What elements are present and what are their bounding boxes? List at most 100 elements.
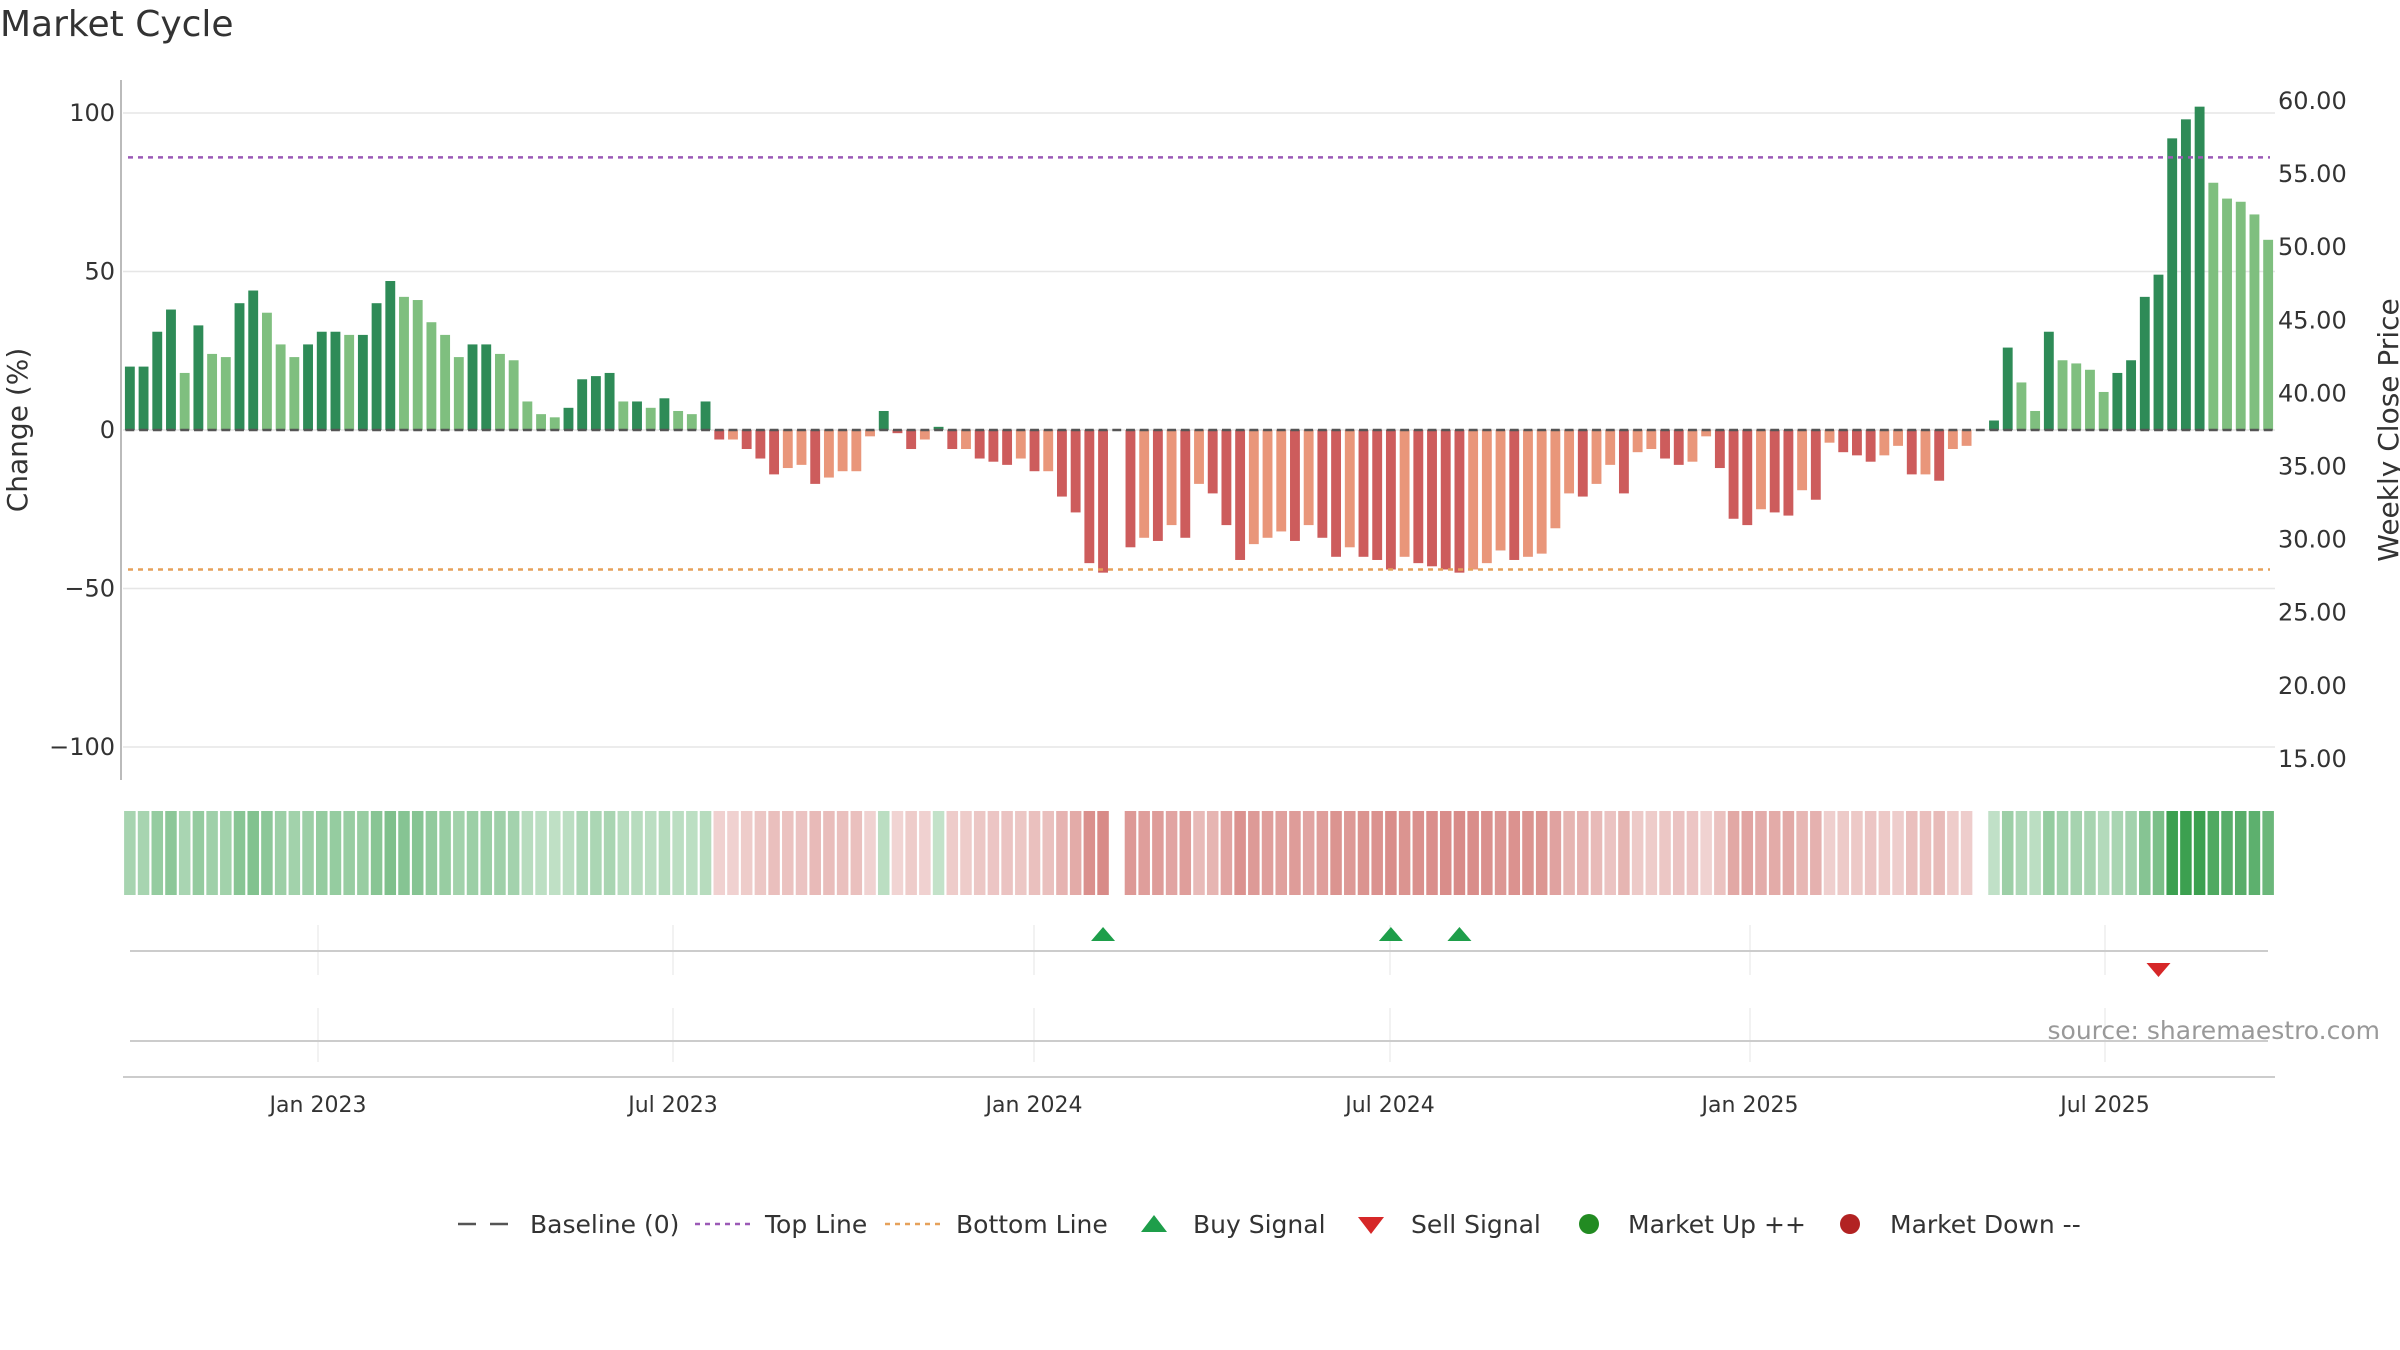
- heat-cell: [576, 811, 588, 895]
- heat-cell: [754, 811, 767, 895]
- legend-market-up-icon: [1579, 1214, 1599, 1234]
- heat-cell: [1220, 811, 1233, 895]
- heat-cell: [836, 811, 849, 895]
- heat-cell: [1344, 811, 1356, 895]
- heat-cell: [1892, 811, 1904, 895]
- change-bar: [659, 398, 670, 430]
- change-bar: [522, 401, 533, 430]
- change-bar: [1893, 430, 1903, 446]
- change-bar: [769, 430, 780, 475]
- change-bar: [947, 430, 958, 450]
- heat-cell: [603, 811, 616, 895]
- heat-cell: [384, 811, 397, 895]
- change-bar: [1646, 430, 1657, 450]
- change-bar: [837, 430, 848, 472]
- heat-cell: [2070, 811, 2083, 895]
- change-bar: [728, 430, 738, 440]
- change-bar: [1852, 430, 1862, 456]
- heat-cell: [343, 811, 355, 895]
- heat-cell: [1645, 811, 1658, 895]
- change-bar: [412, 300, 423, 430]
- heat-cell: [1727, 811, 1740, 895]
- heat-cell: [220, 811, 232, 895]
- heat-cell: [439, 811, 451, 895]
- heat-cell: [357, 811, 369, 895]
- heat-cell: [1837, 811, 1849, 895]
- change-bar: [1043, 430, 1054, 472]
- change-bar: [371, 303, 382, 430]
- heat-cell: [549, 811, 561, 895]
- x-tick-label: Jul 2023: [626, 1093, 718, 1118]
- change-bar: [1947, 430, 1958, 450]
- change-bar: [1577, 430, 1588, 497]
- heat-cell: [1618, 811, 1630, 895]
- heat-strip: [124, 811, 2274, 895]
- change-bar: [426, 322, 437, 430]
- change-bar: [1399, 430, 1410, 557]
- change-bar: [1865, 430, 1876, 462]
- heat-cell: [2056, 811, 2069, 895]
- change-bar: [385, 281, 396, 430]
- change-bar: [1550, 430, 1561, 529]
- signal-panel: [130, 925, 2268, 977]
- y-left-tick-label: 50: [84, 258, 115, 286]
- heat-cell: [1028, 811, 1041, 895]
- heat-cell: [425, 811, 438, 895]
- change-bar: [1207, 430, 1218, 494]
- legend-label: Bottom Line: [956, 1210, 1108, 1239]
- change-bar: [303, 344, 313, 430]
- heat-cell: [1535, 811, 1548, 895]
- heat-cell: [1947, 811, 1959, 895]
- change-bar: [1235, 430, 1246, 560]
- heat-cell: [1083, 811, 1096, 895]
- y-right-tick-label: 25.00: [2278, 599, 2347, 627]
- heat-cell: [1467, 811, 1479, 895]
- heat-cell: [1741, 811, 1754, 895]
- change-bar: [823, 430, 834, 478]
- change-bar: [1660, 430, 1670, 459]
- heat-cell: [1522, 811, 1534, 895]
- change-bar: [1372, 430, 1383, 560]
- heat-cell: [2221, 811, 2233, 895]
- change-bar: [2071, 363, 2082, 430]
- heat-cell: [973, 811, 986, 895]
- change-bar: [1523, 430, 1533, 557]
- change-bar: [1564, 430, 1575, 494]
- x-tick-label: Jan 2024: [984, 1093, 1083, 1118]
- change-bar: [152, 331, 163, 430]
- change-bar: [1002, 430, 1013, 465]
- change-bar: [1632, 430, 1643, 453]
- change-bar: [2249, 214, 2260, 430]
- heat-cell: [740, 811, 753, 895]
- change-bar: [1358, 430, 1369, 557]
- heat-cell: [1275, 811, 1287, 895]
- change-bar: [1879, 430, 1890, 456]
- heat-cell: [398, 811, 410, 895]
- heat-cell: [370, 811, 383, 895]
- heat-cell: [2111, 811, 2124, 895]
- heat-cell: [658, 811, 671, 895]
- legend-market-down-icon: [1840, 1214, 1860, 1234]
- legend-label: Top Line: [764, 1210, 867, 1239]
- change-bar: [988, 430, 999, 462]
- change-bar: [508, 360, 519, 430]
- change-bar: [1961, 430, 1972, 446]
- heat-cell: [315, 811, 328, 895]
- heat-cell: [1604, 811, 1616, 895]
- change-bar: [2139, 296, 2150, 430]
- change-bar: [632, 401, 642, 430]
- y-right-tick-label: 50.00: [2278, 233, 2347, 261]
- change-bar: [919, 430, 930, 440]
- change-bar: [2112, 372, 2123, 430]
- y-right-tick-label: 15.00: [2278, 745, 2347, 773]
- y-left-tick-label: −100: [49, 733, 115, 761]
- heat-cell: [1398, 811, 1411, 895]
- buy-signal-marker: [1447, 927, 1472, 941]
- change-bar: [2194, 106, 2205, 430]
- heat-cell: [1810, 811, 1822, 895]
- heat-cell: [1577, 811, 1589, 895]
- x-tick-label: Jul 2025: [2058, 1093, 2150, 1118]
- heat-cell: [1412, 811, 1425, 895]
- change-bar: [810, 430, 821, 484]
- change-bar: [741, 430, 752, 450]
